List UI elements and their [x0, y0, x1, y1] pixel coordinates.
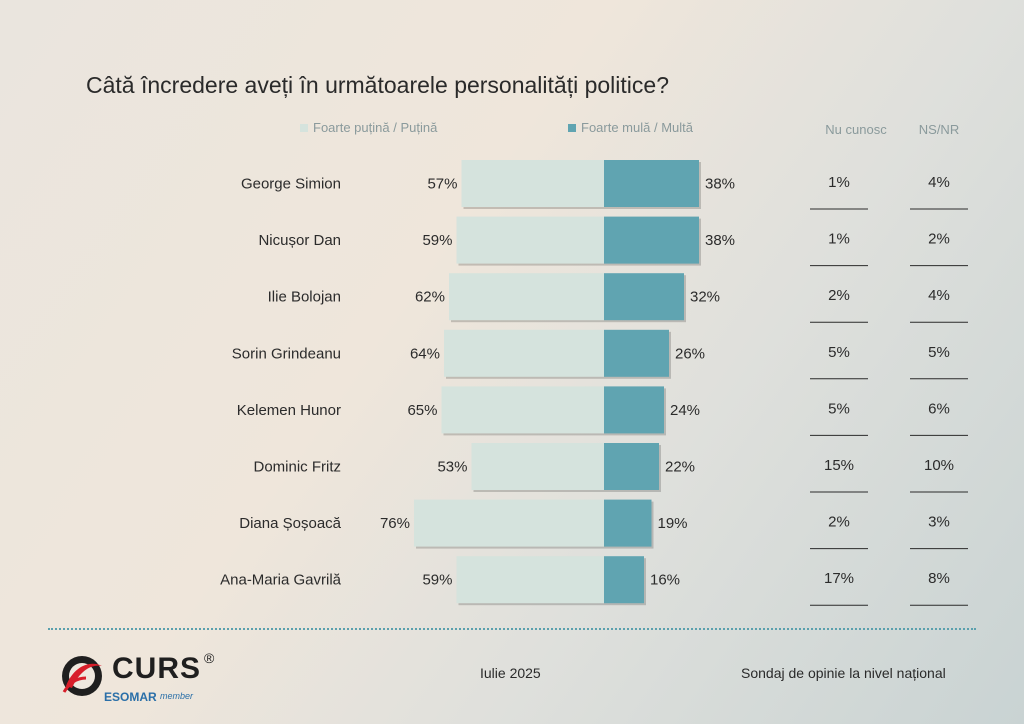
data-label-low: 65% — [407, 402, 437, 419]
bar-low — [414, 499, 604, 547]
table-cell: 1% — [828, 174, 850, 191]
data-label-high: 32% — [690, 289, 720, 306]
bar-high — [604, 386, 664, 434]
bar-low — [461, 160, 604, 207]
data-label-high: 16% — [650, 572, 680, 589]
footer-divider — [48, 628, 976, 630]
bar-low — [444, 329, 604, 377]
bar-low — [456, 216, 604, 264]
bar-high — [604, 216, 699, 264]
table-cell: 15% — [824, 457, 854, 474]
data-label-low: 57% — [427, 176, 457, 193]
category-label: Sorin Grindeanu — [232, 345, 341, 362]
table-cell: 3% — [928, 514, 950, 531]
data-label-low: 59% — [422, 572, 452, 589]
bar-high — [604, 499, 652, 547]
table-cell: 17% — [824, 570, 854, 587]
data-label-high: 22% — [665, 459, 695, 476]
category-label: Ana-Maria Gavrilă — [220, 572, 342, 589]
category-label: Nicușor Dan — [258, 232, 341, 249]
bar-low — [471, 443, 604, 490]
legend-swatch-low — [300, 123, 308, 132]
chart-title: Câtă încredere aveți în următoarele pers… — [86, 72, 669, 98]
table-cell: 2% — [828, 514, 850, 531]
legend-item-low: Foarte puțină / Puțină — [300, 120, 437, 135]
column-header-ns-nr: NS/NR — [918, 122, 960, 137]
table-cell: 5% — [828, 400, 850, 417]
data-label-low: 64% — [410, 345, 440, 362]
table-cell: 5% — [828, 344, 850, 361]
data-label-low: 76% — [380, 515, 410, 532]
data-label-high: 26% — [675, 345, 705, 362]
table-cell: 8% — [928, 570, 950, 587]
legend-swatch-high — [568, 123, 576, 132]
table-cell: 4% — [928, 287, 950, 304]
data-label-high: 38% — [705, 232, 735, 249]
bar-high — [604, 160, 699, 207]
data-label-low: 53% — [437, 459, 467, 476]
bar-high — [604, 273, 684, 321]
brand-name: CURS — [112, 652, 202, 685]
bar-high — [604, 329, 669, 377]
curs-logo-icon — [62, 656, 102, 696]
category-label: Diana Șoșoacă — [239, 515, 341, 532]
data-label-high: 38% — [705, 176, 735, 193]
registered-mark: ® — [204, 650, 215, 666]
bar-low — [456, 556, 604, 604]
data-label-high: 19% — [658, 515, 688, 532]
category-label: Dominic Fritz — [253, 459, 341, 476]
survey-date: Iulie 2025 — [480, 665, 541, 681]
table-cell: 5% — [928, 344, 950, 361]
table-cell: 2% — [928, 231, 950, 248]
bar-low — [441, 386, 604, 434]
table-cell: 1% — [828, 231, 850, 248]
esomar-member-label: member — [160, 691, 194, 701]
esomar-label: ESOMAR — [104, 690, 157, 704]
table-cell: 10% — [924, 457, 954, 474]
bar-low — [449, 273, 604, 321]
legend-label-high: Foarte mulă / Multă — [581, 120, 693, 135]
table-cell: 2% — [828, 287, 850, 304]
category-label: George Simion — [241, 176, 341, 193]
data-label-high: 24% — [670, 402, 700, 419]
category-label: Ilie Bolojan — [268, 289, 341, 306]
data-label-low: 62% — [415, 289, 445, 306]
table-cell: 4% — [928, 174, 950, 191]
data-label-low: 59% — [422, 232, 452, 249]
bar-high — [604, 443, 659, 490]
survey-description: Sondaj de opinie la nivel național — [741, 665, 946, 681]
category-label: Kelemen Hunor — [237, 402, 341, 419]
legend-item-high: Foarte mulă / Multă — [568, 120, 693, 135]
bar-high — [604, 556, 644, 604]
table-cell: 6% — [928, 400, 950, 417]
column-header-dont-know: Nu cunosc — [825, 122, 887, 137]
legend-label-low: Foarte puțină / Puțină — [313, 120, 438, 135]
